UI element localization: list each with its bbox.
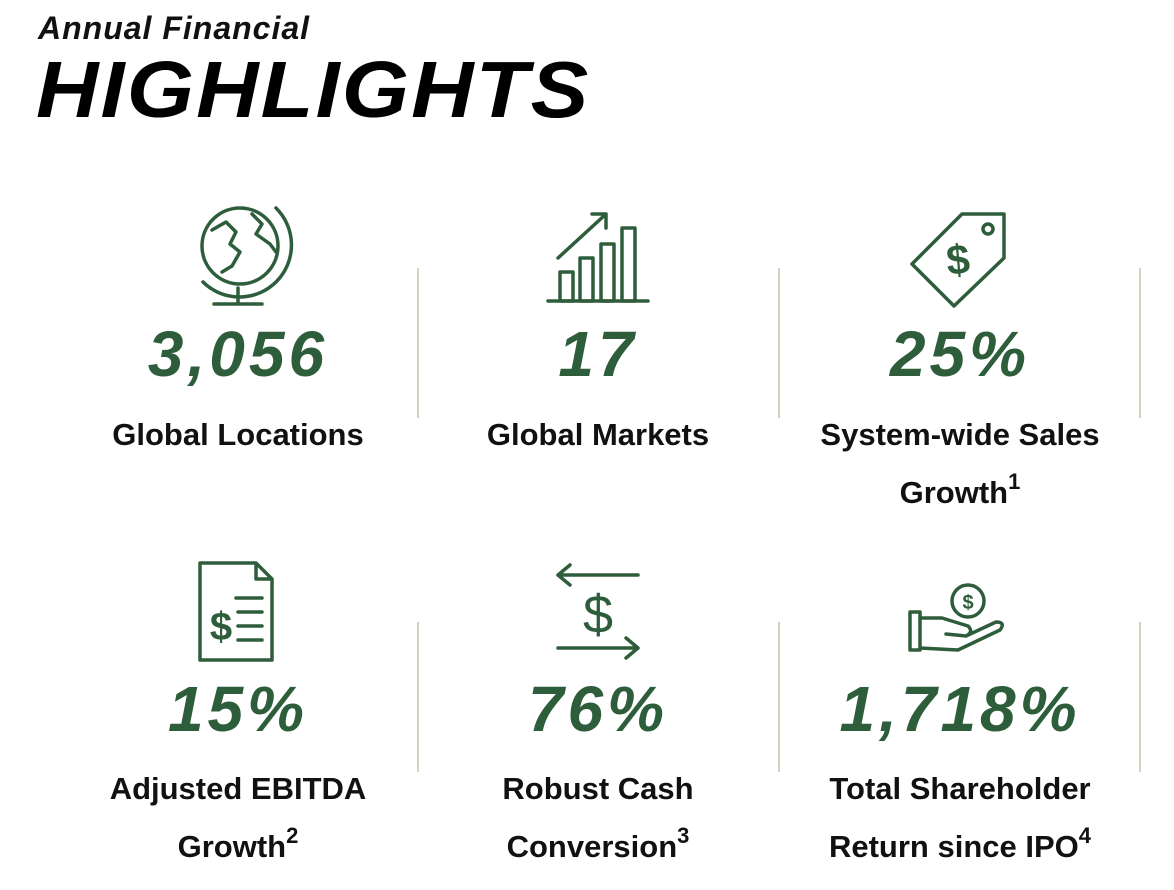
label-line: Adjusted EBITDA [68, 760, 408, 818]
footnote-mark: 1 [1008, 469, 1021, 494]
hand-coin-icon: $ [908, 583, 1004, 652]
stat-label: Global Markets [428, 406, 768, 464]
footnote-mark: 3 [677, 823, 690, 848]
label-text: Return since IPO [828, 829, 1079, 864]
label-line: Global Markets [428, 406, 768, 464]
footnote-mark: 4 [1078, 823, 1092, 848]
footnote-mark: 2 [286, 823, 299, 848]
label-text: Global Locations [112, 417, 364, 452]
stat-label: Robust Cash Conversion3 [428, 760, 768, 876]
stat-label: Global Locations [68, 406, 408, 464]
globe-icon [200, 206, 294, 306]
stat-value: 15% [167, 673, 309, 745]
label-line: Growth1 [790, 464, 1130, 522]
stat-value: 17 [558, 318, 638, 390]
svg-text:$: $ [944, 235, 971, 284]
label-text: System-wide Sales [820, 417, 1100, 452]
label-text: Growth [177, 829, 287, 864]
label-text: Adjusted EBITDA [109, 771, 367, 806]
label-text: Growth [899, 475, 1009, 510]
label-text: Robust Cash [502, 771, 694, 806]
svg-text:$: $ [583, 585, 613, 645]
dividers [417, 268, 1141, 772]
label-line: Total Shareholder [790, 760, 1130, 818]
stat-value: 3,056 [147, 318, 329, 390]
stat-label: Adjusted EBITDA Growth2 [68, 760, 408, 876]
stat-label: System-wide Sales Growth1 [790, 406, 1130, 522]
svg-text:$: $ [962, 592, 973, 614]
label-line: System-wide Sales [790, 406, 1130, 464]
chart-icon [546, 212, 650, 303]
label-line: Robust Cash [428, 760, 768, 818]
stat-value: 76% [527, 673, 669, 745]
svg-text:$: $ [210, 605, 232, 649]
label-text: Total Shareholder [829, 771, 1091, 806]
header-title: HIGHLIGHTS [36, 45, 591, 134]
stat-value: 25% [889, 318, 1031, 390]
label-text: Global Markets [486, 417, 710, 452]
price-tag-icon: $ [910, 212, 1006, 308]
cash-conversion-icon: $ [556, 563, 640, 660]
label-line: Return since IPO4 [790, 818, 1130, 876]
label-line: Conversion3 [428, 818, 768, 876]
stat-label: Total Shareholder Return since IPO4 [790, 760, 1130, 876]
label-line: Global Locations [68, 406, 408, 464]
label-text: Conversion [506, 829, 678, 864]
header-kicker: Annual Financial [38, 10, 311, 46]
stat-value: 1,718% [839, 673, 1081, 745]
document-icon: $ [198, 561, 274, 662]
label-line: Growth2 [68, 818, 408, 876]
